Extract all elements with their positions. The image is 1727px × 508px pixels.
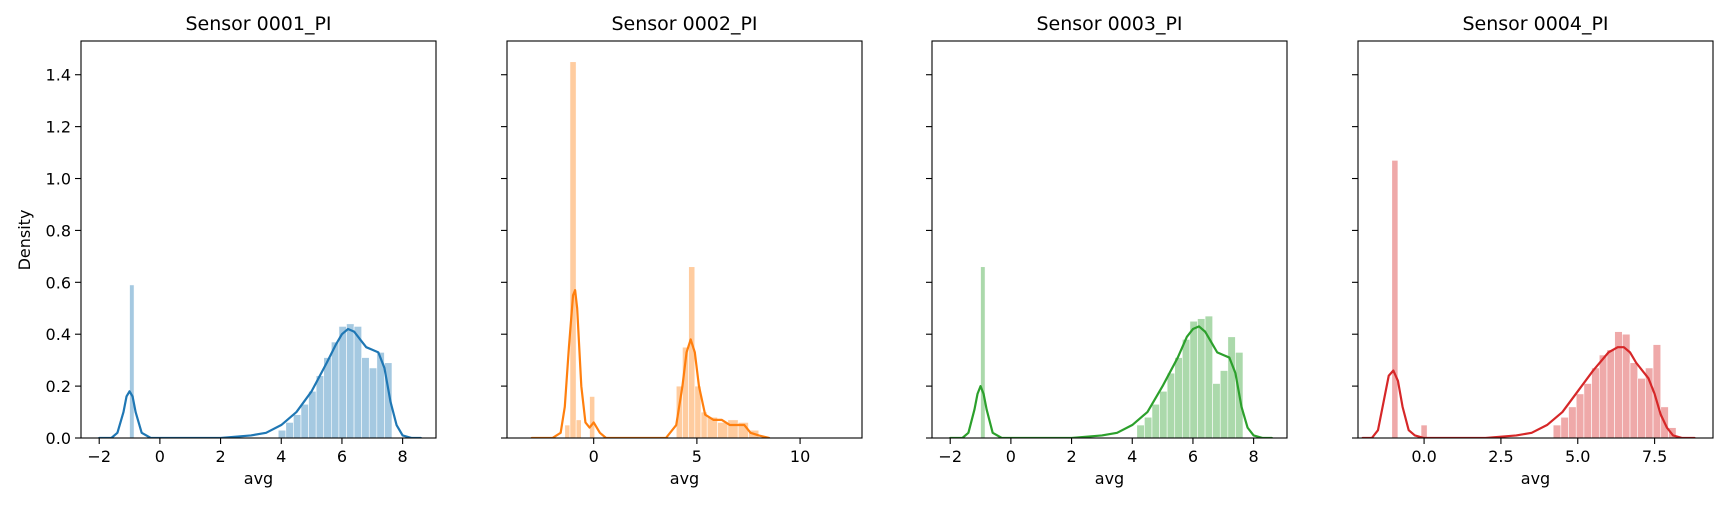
histogram-bar (300, 403, 309, 438)
x-tick-label: 2.5 (1488, 447, 1513, 466)
histogram-bar (1560, 416, 1569, 438)
x-tick-label: 6 (1188, 447, 1198, 466)
histogram-bar (1637, 378, 1646, 438)
y-axis-label: Density (15, 210, 34, 271)
kde-line (98, 327, 422, 438)
panel-title: Sensor 0002_PI (611, 13, 757, 35)
histogram-bar (384, 362, 393, 438)
histogram-bar (1197, 318, 1206, 438)
histogram-bar (717, 422, 729, 438)
panel-title: Sensor 0001_PI (185, 13, 331, 35)
histogram-bar (1189, 320, 1198, 438)
histogram-bar (277, 429, 287, 438)
histogram-bar (1420, 424, 1428, 438)
histogram-bar (1583, 383, 1592, 438)
histogram-bar (1598, 354, 1608, 438)
axes-frame (506, 40, 863, 439)
histogram-bar (1166, 372, 1176, 438)
x-tick-label: 8 (1249, 447, 1259, 466)
x-tick-label: 4 (276, 447, 286, 466)
histogram-bar (1212, 383, 1221, 438)
x-tick-label: 10 (790, 447, 810, 466)
x-axis-label: avg (244, 469, 273, 488)
histogram-bar (1182, 339, 1191, 438)
histogram-bar (1629, 362, 1638, 438)
histogram-bar (1575, 393, 1585, 438)
histogram-bar (293, 414, 302, 438)
histogram-bar (353, 326, 362, 438)
kde-line (949, 325, 1273, 438)
histogram-bar (346, 323, 355, 438)
histogram-bar (323, 357, 332, 438)
histogram-bar (1136, 424, 1145, 438)
x-tick-label: −2 (938, 447, 962, 466)
histogram-bar (1591, 367, 1600, 438)
x-tick-label: 2 (215, 447, 225, 466)
histogram-bar (1174, 357, 1183, 438)
histogram-bar (1144, 416, 1153, 438)
histogram-bar (980, 266, 986, 438)
panel-4: 0.0 2.5 5.0 7.5 avg Sensor 0004_PI (1352, 13, 1714, 488)
x-tick-label: 4 (1127, 447, 1137, 466)
x-tick-label: 7.5 (1642, 447, 1667, 466)
histogram-bar (285, 422, 294, 438)
histogram-bar (1391, 160, 1399, 438)
y-tick-label: 0.4 (46, 325, 71, 344)
histogram-bar (1159, 390, 1168, 438)
plot-area (949, 266, 1273, 438)
x-tick-label: 2 (1066, 447, 1076, 466)
x-axis-label: avg (670, 469, 699, 488)
x-axis-label: avg (1095, 469, 1124, 488)
plot-area (1361, 160, 1696, 438)
panel-3: −2 0 2 4 6 8 avg Sensor 0003_PI (926, 13, 1288, 488)
histogram-bar (308, 390, 317, 438)
histogram-bar (575, 419, 582, 438)
y-tick-label: 1.2 (46, 118, 71, 137)
x-tick-label: 0 (589, 447, 599, 466)
panel-2: 0 5 10 avg Sensor 0002_PI (501, 13, 863, 488)
x-axis-label: avg (1521, 469, 1550, 488)
x-tick-label: 0 (155, 447, 165, 466)
histogram-bar (331, 341, 340, 438)
histogram-bar (569, 61, 577, 438)
x-tick-label: 0.0 (1411, 447, 1436, 466)
histogram-bar (1151, 403, 1160, 438)
y-tick-label: 0.2 (46, 377, 71, 396)
panel-title: Sensor 0004_PI (1462, 13, 1608, 35)
histogram-bar (129, 284, 135, 438)
histogram-bar (361, 357, 370, 438)
histogram-bar (368, 367, 378, 438)
kde-line (530, 289, 771, 438)
histogram-bar (338, 326, 347, 438)
axes-frame (1357, 40, 1714, 439)
axes-frame (80, 40, 437, 439)
histogram-bar (1552, 424, 1562, 438)
histogram-bar (564, 424, 571, 438)
plot-area (98, 284, 422, 438)
histogram-bar (1227, 336, 1236, 438)
y-tick-label: 1.4 (46, 66, 71, 85)
x-tick-label: 0 (1006, 447, 1016, 466)
x-tick-label: 5.0 (1565, 447, 1590, 466)
x-tick-label: −2 (87, 447, 111, 466)
histogram-bar (589, 396, 596, 438)
x-tick-label: 5 (692, 447, 702, 466)
axes-frame (931, 40, 1288, 439)
histogram-bar (727, 419, 739, 438)
histogram-bar (1606, 349, 1615, 438)
y-tick-label: 0.8 (46, 221, 71, 240)
y-tick-label: 1.0 (46, 170, 71, 189)
plot-area (530, 61, 771, 438)
histogram-bar (315, 375, 325, 438)
histogram-bar (1568, 406, 1577, 438)
y-tick-label: 0.0 (46, 429, 71, 448)
y-tick-label: 0.6 (46, 273, 71, 292)
panel-title: Sensor 0003_PI (1036, 13, 1182, 35)
histogram-bar (1219, 370, 1229, 438)
kde-line (1361, 346, 1696, 438)
x-tick-label: 8 (398, 447, 408, 466)
panel-1: 0.0 0.2 0.4 0.6 0.8 1.0 1.2 1.4 −2 0 2 4 6 8 avg Sensor… (46, 13, 437, 488)
x-tick-label: 6 (337, 447, 347, 466)
